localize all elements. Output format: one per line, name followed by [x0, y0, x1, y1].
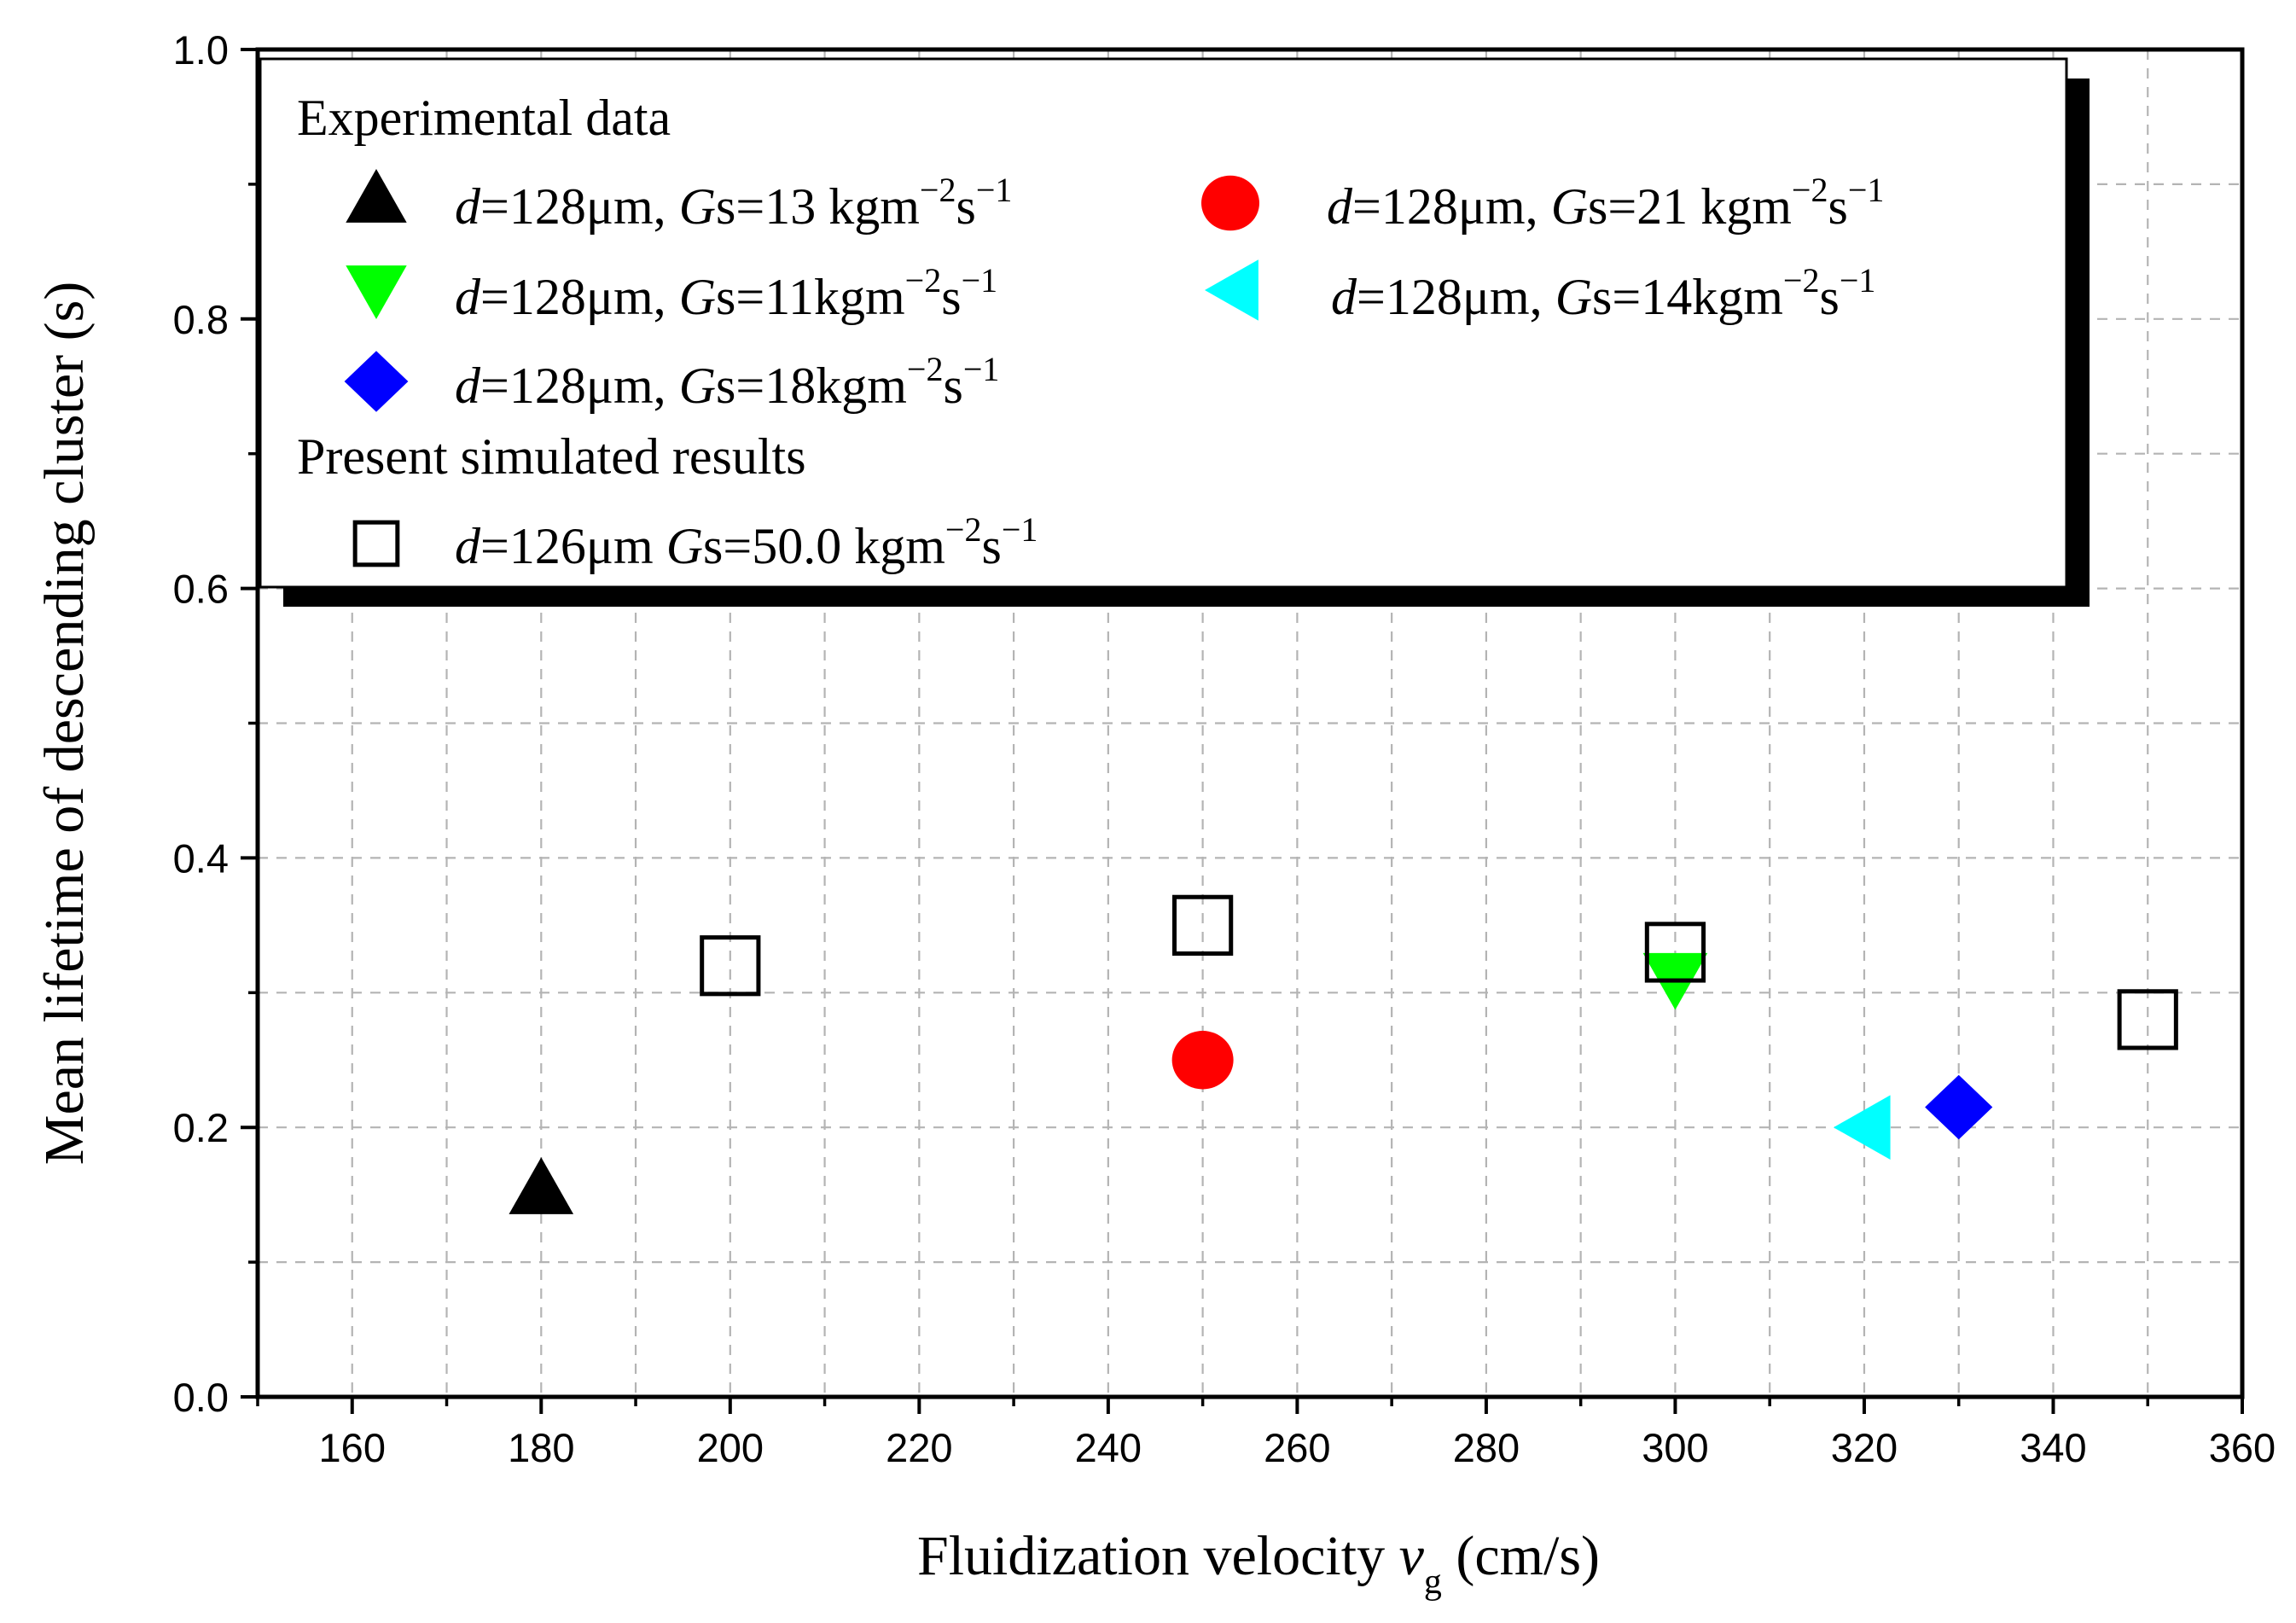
marks-layer: [509, 894, 2178, 1214]
x-tick-label: 220: [886, 1425, 952, 1470]
data-point-diamond: [1925, 1074, 1993, 1140]
x-tick-label: 280: [1453, 1425, 1520, 1470]
legend-box: [259, 57, 2068, 589]
data-point-triangle-up: [509, 1157, 574, 1214]
y-tick-label: 0.0: [173, 1375, 229, 1420]
legend-entry-label: d=128μm, Gs=13 kgm−2s−1: [455, 171, 1012, 235]
labels-layer: 160 180 200 220 240 260 280 300 320 340 360 0.0 0.2 0…: [33, 27, 2276, 1602]
legend-marker-triangle-down: [346, 265, 407, 319]
y-tick-label: 0.8: [173, 297, 229, 342]
legend-marker-triangle-left: [1205, 259, 1258, 321]
y-tick-label: 0.4: [173, 835, 229, 881]
x-tick-label: 160: [319, 1425, 386, 1470]
legend: Experimental data Present simulated resul…: [259, 57, 2090, 607]
legend-entry-label: d=128μm, Gs=21 kgm−2s−1: [1327, 171, 1884, 235]
x-tick-label: 360: [2209, 1425, 2276, 1470]
data-point-triangle-left: [1833, 1095, 1891, 1160]
x-tick-label: 320: [1831, 1425, 1898, 1470]
legend-marker-square-open: [352, 520, 400, 567]
data-point-square-open: [1644, 922, 1706, 983]
y-tick-label: 0.6: [173, 567, 229, 612]
legend-marker-circle: [1201, 175, 1259, 231]
x-tick-label: 340: [2020, 1425, 2086, 1470]
legend-entry-label: d=128μm, Gs=14kgm−2s−1: [1331, 261, 1875, 325]
legend-marker-diamond: [344, 351, 409, 412]
x-tick-label: 200: [697, 1425, 764, 1470]
legend-header-experimental: Experimental data: [297, 90, 671, 146]
y-tick-label: 0.2: [173, 1105, 229, 1150]
legend-marker-triangle-up: [346, 169, 407, 223]
y-axis-title: Mean lifetime of descending cluster (s): [33, 282, 96, 1165]
legend-entry-label: d=128μm, Gs=11kgm−2s−1: [455, 261, 997, 325]
data-point-square-open: [1171, 894, 1234, 956]
legend-entry-label: d=126μm Gs=50.0 kgm−2s−1: [455, 510, 1038, 574]
x-tick-label: 240: [1075, 1425, 1142, 1470]
data-point-square-open: [700, 935, 761, 997]
x-tick-label: 260: [1264, 1425, 1330, 1470]
x-tick-label: 300: [1642, 1425, 1708, 1470]
axes-layer: [241, 47, 2245, 1414]
x-tick-label: 180: [508, 1425, 574, 1470]
legend-header-simulated: Present simulated results: [297, 428, 806, 485]
x-axis-title: Fluidization velocity vg (cm/s): [917, 1525, 1600, 1602]
y-tick-label: 1.0: [173, 27, 229, 73]
data-point-circle: [1171, 1031, 1234, 1090]
data-point-square-open: [2117, 989, 2178, 1050]
legend-entry-label: d=128μm, Gs=18kgm−2s−1: [455, 350, 999, 414]
